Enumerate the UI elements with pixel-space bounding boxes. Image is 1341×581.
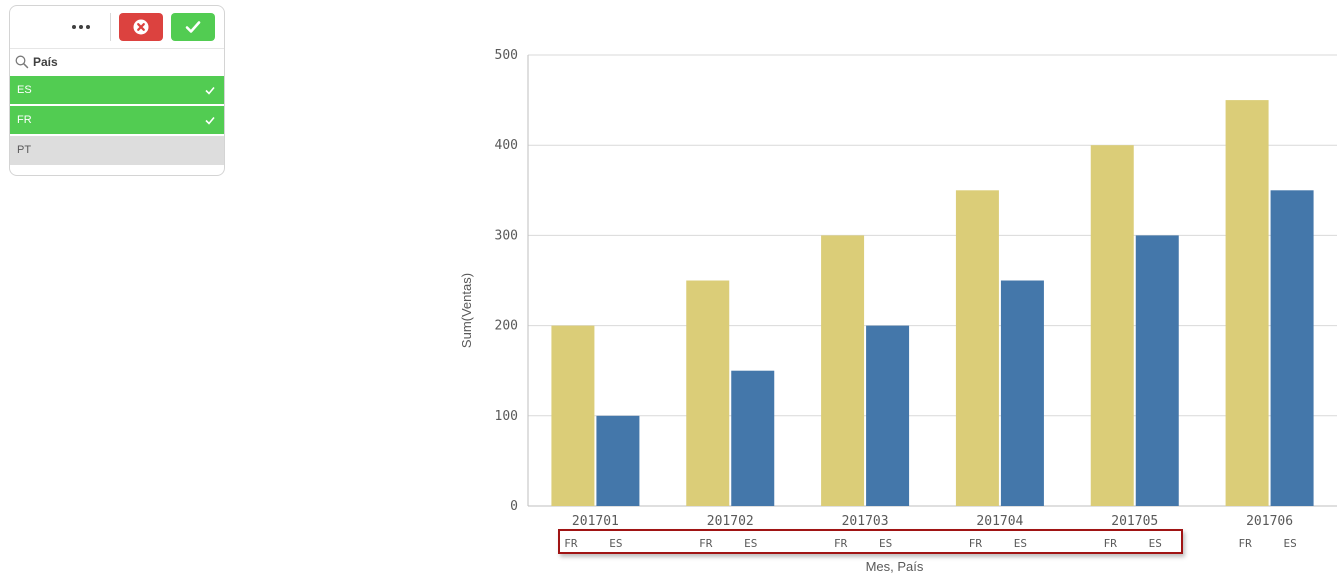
list-item-label: ES	[17, 84, 32, 96]
toolbar-divider	[110, 13, 111, 41]
chart-canvas: 0 100 200 300 400 500 FR ES 201701 FR ES 201702 FR ES…	[459, 48, 1337, 574]
bar-es-201703	[866, 325, 910, 506]
x-axis-title: Mes, País	[866, 559, 924, 574]
field-search-row[interactable]: País	[10, 48, 224, 76]
x-inner-label: FR	[1238, 537, 1252, 550]
x-inner-label: ES	[1149, 537, 1162, 550]
confirm-selection-button[interactable]	[171, 13, 215, 41]
x-inner-label: ES	[1014, 537, 1027, 550]
x-inner-label: FR	[699, 537, 713, 550]
y-tick-label: 500	[495, 48, 518, 63]
list-item-es[interactable]: ES	[10, 76, 224, 105]
y-tick-label: 0	[510, 499, 518, 514]
field-label: País	[33, 55, 58, 69]
bar-es-201704	[1000, 280, 1044, 506]
y-tick-label: 100	[495, 409, 518, 424]
checkmark-icon	[185, 21, 201, 33]
y-tick-label: 200	[495, 319, 518, 334]
x-category-label: 201705	[1111, 514, 1158, 529]
y-tick-label: 300	[495, 228, 518, 243]
more-options-button[interactable]	[68, 16, 94, 38]
bar-es-201705	[1135, 235, 1179, 506]
x-inner-label: FR	[969, 537, 983, 550]
x-inner-label: ES	[609, 537, 622, 550]
x-inner-label: ES	[879, 537, 892, 550]
checkmark-icon	[205, 116, 215, 125]
close-circle-icon	[133, 19, 149, 35]
bar-fr-201702	[686, 280, 730, 506]
list-item-pt[interactable]: PT	[10, 136, 224, 165]
x-inner-label: FR	[834, 537, 848, 550]
highlight-annotation-box	[558, 529, 1183, 554]
x-category-label: 201704	[976, 514, 1023, 529]
x-category-label: 201702	[707, 514, 754, 529]
more-dots-icon	[72, 25, 76, 29]
bar-fr-201705	[1090, 145, 1134, 506]
bar-fr-201701	[551, 325, 595, 506]
bar-fr-201706	[1225, 100, 1269, 506]
x-inner-label: FR	[564, 537, 578, 550]
x-inner-label: FR	[1104, 537, 1118, 550]
bar-chart: 0 100 200 300 400 500 FR ES 201701 FR ES 201702 FR ES…	[440, 40, 1341, 580]
x-category-label: 201706	[1246, 514, 1293, 529]
list-item-fr[interactable]: FR	[10, 106, 224, 135]
bar-fr-201703	[821, 235, 865, 506]
bar-es-201706	[1270, 190, 1314, 507]
checkmark-icon	[205, 86, 215, 95]
y-axis-title: Sum(Ventas)	[459, 273, 474, 348]
bar-es-201701	[596, 415, 640, 506]
y-tick-label: 400	[495, 138, 518, 153]
cancel-selection-button[interactable]	[119, 13, 163, 41]
bar-es-201702	[731, 370, 775, 506]
x-inner-label: ES	[744, 537, 757, 550]
x-category-label: 201703	[842, 514, 889, 529]
list-item-label: FR	[17, 114, 32, 126]
search-icon	[15, 55, 29, 69]
list-item-label: PT	[17, 144, 32, 156]
selection-toolbar	[10, 6, 224, 48]
x-category-label: 201701	[572, 514, 619, 529]
bar-fr-201704	[955, 190, 999, 507]
pais-filter-panel: País ES FR PT	[9, 5, 225, 176]
x-inner-label: ES	[1283, 537, 1296, 550]
